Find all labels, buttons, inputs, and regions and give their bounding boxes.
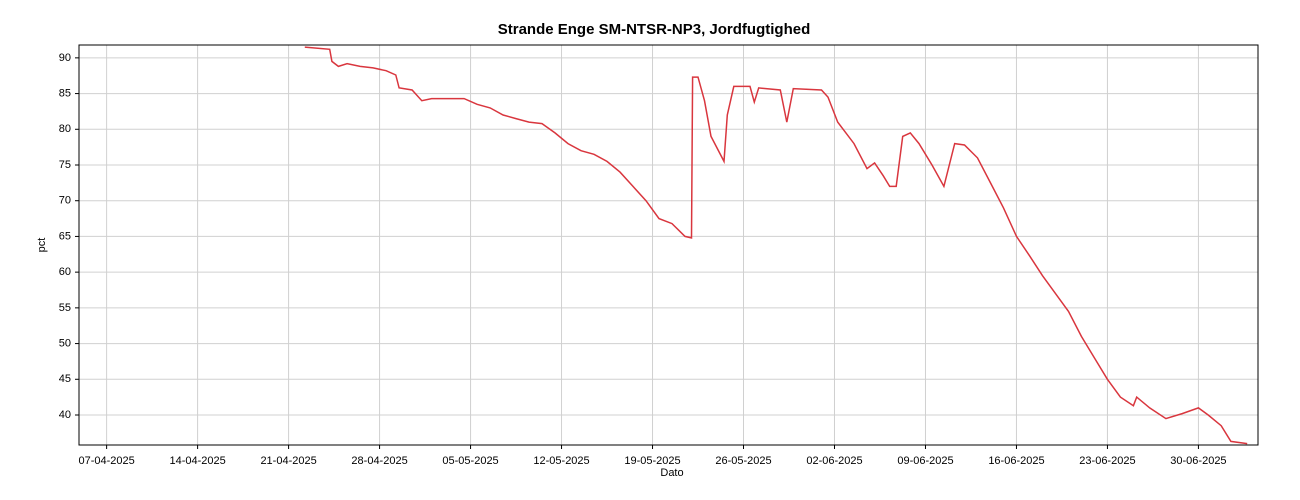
y-tick-label: 70: [59, 195, 71, 207]
x-tick-label: 30-06-2025: [1170, 455, 1226, 467]
y-tick-label: 75: [59, 159, 71, 171]
y-tick-label: 80: [59, 123, 71, 135]
x-tick-label: 14-04-2025: [169, 455, 225, 467]
x-tick-label: 28-04-2025: [351, 455, 407, 467]
y-tick-label: 65: [59, 230, 71, 242]
x-tick-label: 16-06-2025: [988, 455, 1044, 467]
data-line: [304, 46, 1248, 445]
x-tick-label: 23-06-2025: [1079, 455, 1135, 467]
y-axis-label: pct: [36, 238, 48, 253]
x-tick-label: 07-04-2025: [78, 455, 134, 467]
x-tick-label: 21-04-2025: [260, 455, 316, 467]
x-tick-label: 12-05-2025: [533, 455, 589, 467]
y-tick-label: 55: [59, 302, 71, 314]
x-tick-label: 26-05-2025: [715, 455, 771, 467]
y-tick-label: 45: [59, 373, 71, 385]
chart-title: Strande Enge SM-NTSR-NP3, Jordfugtighed: [498, 21, 811, 38]
y-tick-label: 90: [59, 52, 71, 64]
x-tick-label: 05-05-2025: [442, 455, 498, 467]
plot-frame: [78, 44, 1259, 446]
y-tick-label: 60: [59, 266, 71, 278]
x-tick-label: 09-06-2025: [897, 455, 953, 467]
x-axis-label: Dato: [660, 467, 683, 479]
y-tick-label: 85: [59, 87, 71, 99]
x-tick-label: 02-06-2025: [806, 455, 862, 467]
y-tick-label: 50: [59, 337, 71, 349]
x-tick-label: 19-05-2025: [624, 455, 680, 467]
y-tick-label: 40: [59, 409, 71, 421]
